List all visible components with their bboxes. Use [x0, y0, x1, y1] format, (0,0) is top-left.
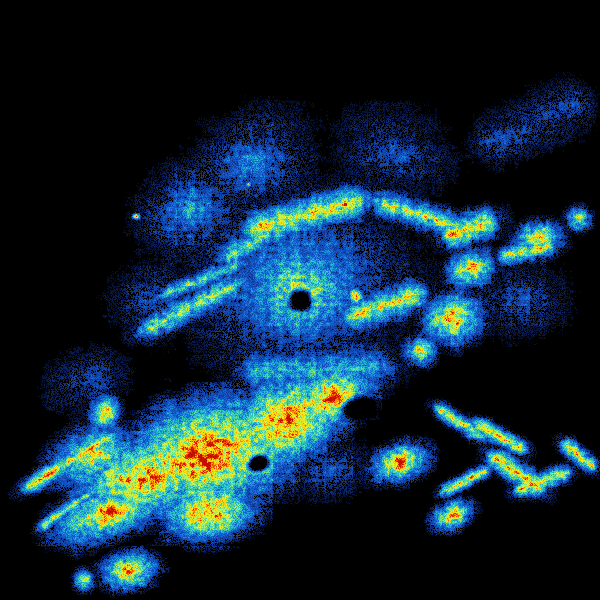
radar-reflectivity-canvas — [0, 0, 600, 600]
radar-image-viewport: Base Reflectivity — [0, 0, 600, 600]
